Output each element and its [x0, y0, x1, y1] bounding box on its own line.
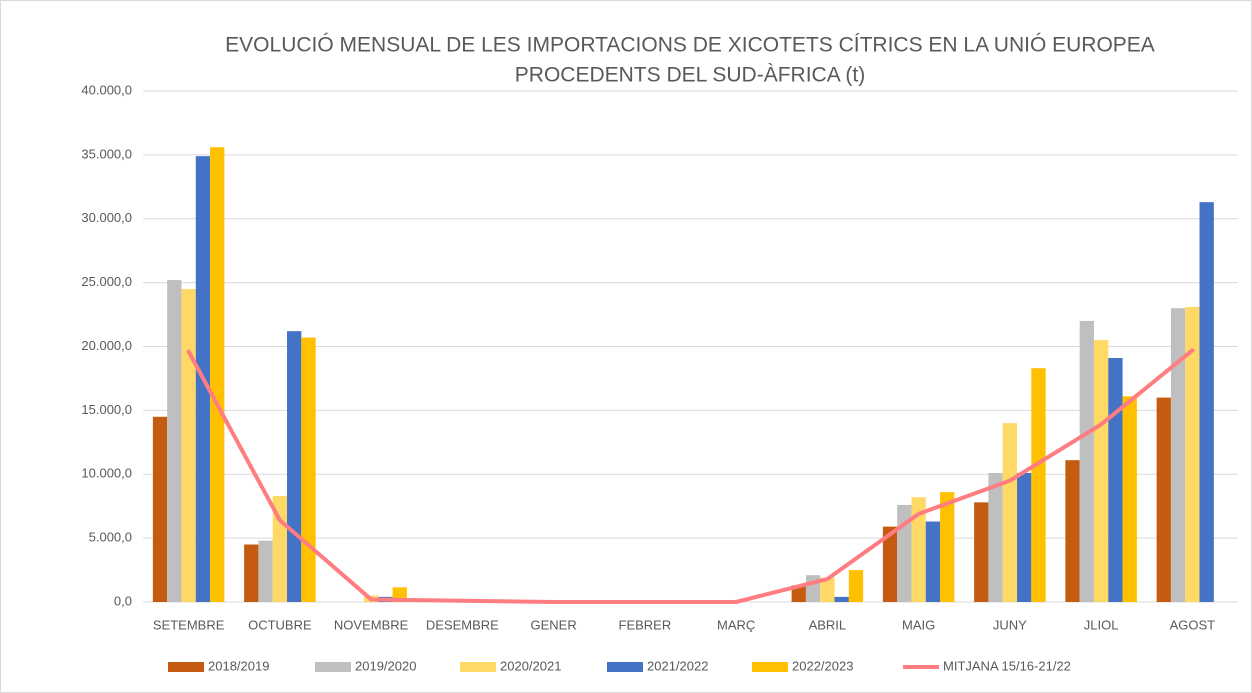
chart-title: EVOLUCIÓ MENSUAL DE LES IMPORTACIONS DE …: [225, 34, 1155, 57]
y-tick-label: 40.000,0: [81, 82, 132, 97]
bar: [834, 596, 849, 602]
bar: [1079, 320, 1094, 602]
legend-label: MITJANA 15/16-21/22: [943, 658, 1071, 673]
bar: [152, 416, 168, 602]
bar: [1156, 397, 1171, 602]
y-tick-label: 25.000,0: [81, 274, 132, 289]
bar: [848, 570, 864, 602]
bar: [1031, 368, 1046, 602]
bar: [301, 337, 316, 602]
legend-label: 2021/2022: [647, 658, 708, 673]
x-tick-label: JUNY: [993, 617, 1027, 632]
y-tick-label: 0,0: [114, 593, 132, 608]
bar: [1122, 396, 1137, 602]
legend-swatch: [315, 662, 351, 672]
bar: [925, 521, 941, 602]
legend-label: 2019/2020: [355, 658, 416, 673]
y-tick-label: 30.000,0: [81, 210, 132, 225]
x-tick-label: MARÇ: [717, 617, 755, 632]
x-tick-label: NOVEMBRE: [334, 617, 409, 632]
x-tick-label: AGOST: [1170, 617, 1216, 632]
bar: [1093, 340, 1109, 602]
bar: [882, 526, 898, 602]
x-tick-label: DESEMBRE: [426, 617, 499, 632]
x-tick-label: GENER: [531, 617, 577, 632]
bar: [244, 544, 259, 602]
y-tick-label: 5.000,0: [89, 530, 132, 545]
bar: [167, 280, 182, 602]
x-tick-label: FEBRER: [619, 617, 672, 632]
x-tick-label: OCTUBRE: [248, 617, 312, 632]
y-tick-label: 35.000,0: [81, 146, 132, 161]
bar: [1170, 308, 1186, 602]
legend-swatch: [752, 662, 788, 672]
y-tick-label: 20.000,0: [81, 338, 132, 353]
bar: [988, 472, 1003, 602]
line-series: [186, 348, 1195, 604]
bar: [1199, 202, 1214, 602]
bar: [1017, 472, 1032, 602]
legend-label: 2018/2019: [208, 658, 269, 673]
bar: [791, 585, 806, 602]
bar: [820, 577, 835, 602]
y-tick-label: 10.000,0: [81, 466, 132, 481]
bar: [181, 289, 196, 602]
bar: [1065, 460, 1080, 602]
legend-swatch: [607, 662, 643, 672]
y-tick-label: 15.000,0: [81, 402, 132, 417]
bar: [911, 497, 926, 602]
x-tick-label: ABRIL: [809, 617, 847, 632]
bar: [1108, 357, 1123, 602]
x-tick-label: JLIOL: [1084, 617, 1119, 632]
chart-title: PROCEDENTS DEL SUD-ÀFRICA (t): [515, 64, 865, 87]
legend-swatch: [168, 662, 204, 672]
bar: [1002, 423, 1018, 602]
bar: [805, 575, 821, 602]
legend-label: 2020/2021: [500, 658, 561, 673]
bar: [940, 492, 955, 602]
x-tick-label: SETEMBRE: [153, 617, 225, 632]
x-tick-label: MAIG: [902, 617, 935, 632]
bar: [287, 331, 302, 602]
bar: [897, 504, 912, 602]
bar: [1185, 306, 1200, 602]
bar: [210, 147, 225, 602]
legend-label: 2022/2023: [792, 658, 853, 673]
bar: [258, 540, 273, 602]
bar: [974, 502, 989, 602]
legend-swatch: [460, 662, 496, 672]
